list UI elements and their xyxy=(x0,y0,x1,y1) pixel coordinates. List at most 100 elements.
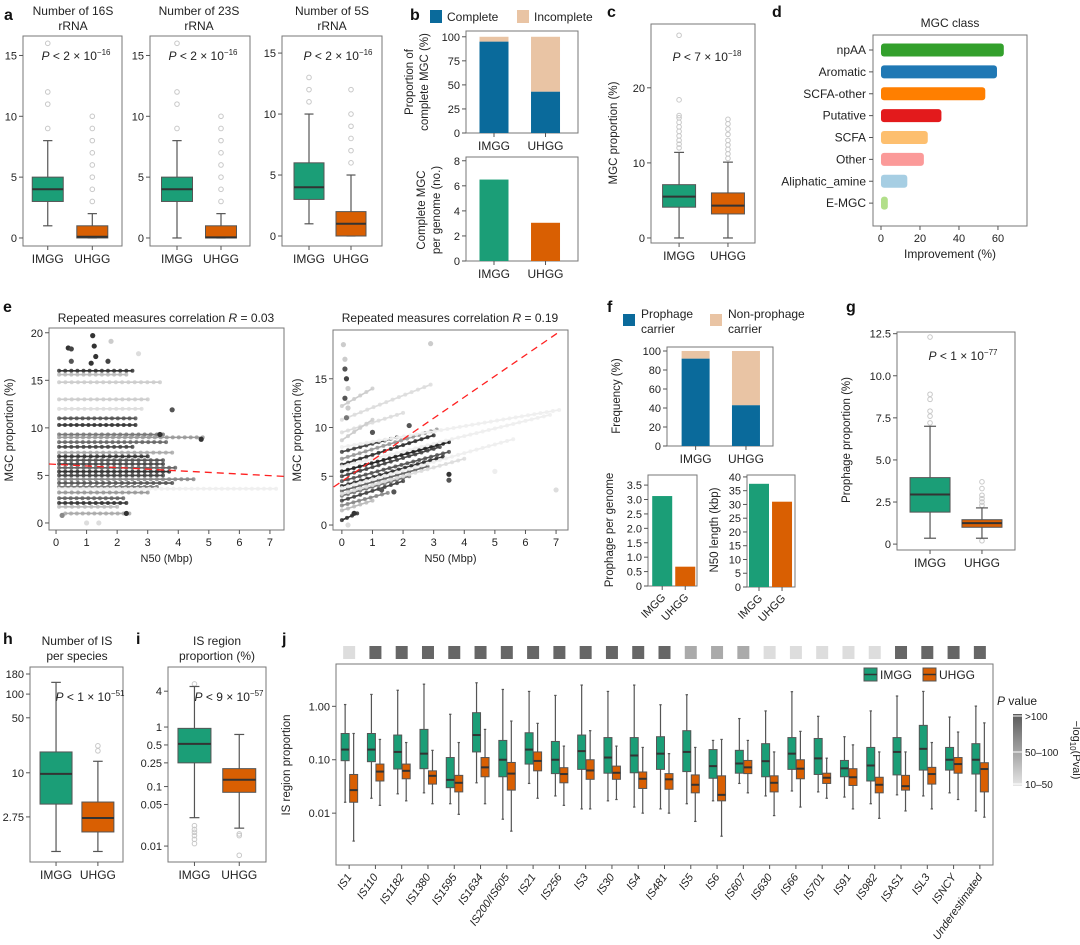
data-point xyxy=(81,500,86,505)
data-point xyxy=(387,456,392,461)
p-value-annotation: P < 2 × 10−16 xyxy=(42,48,112,63)
axis-title-text: −log xyxy=(1070,721,1080,742)
y-axis-label: per genome (no.) xyxy=(431,166,443,254)
trend-line xyxy=(48,463,285,478)
data-point xyxy=(376,418,381,423)
outlier-point xyxy=(218,162,224,168)
data-point xyxy=(121,423,126,428)
data-point xyxy=(57,486,62,491)
outlier-point xyxy=(218,198,224,205)
data-point xyxy=(139,406,144,411)
p-value-square xyxy=(684,646,697,659)
data-point xyxy=(63,372,68,377)
data-point xyxy=(90,333,96,339)
data-point xyxy=(126,481,131,486)
data-point xyxy=(118,458,123,463)
outlier-point xyxy=(725,151,731,157)
data-point xyxy=(136,458,141,463)
data-point xyxy=(415,462,420,467)
y-tick-label: 10 xyxy=(132,111,144,123)
data-point xyxy=(339,518,344,523)
data-point xyxy=(130,473,135,478)
data-point xyxy=(456,452,461,457)
data-point xyxy=(389,436,394,441)
data-point xyxy=(342,366,348,372)
title-variable: R xyxy=(513,311,522,325)
chart-title: Number of 23S xyxy=(159,4,240,18)
legend-swatch xyxy=(623,314,635,326)
data-point xyxy=(59,512,65,518)
p-value-text: < 9 × 10 xyxy=(203,690,251,704)
data-point xyxy=(160,469,165,474)
data-point xyxy=(443,461,448,466)
y-tick-label: 10 xyxy=(5,111,17,123)
data-point xyxy=(82,490,87,495)
box-imgg xyxy=(629,684,639,808)
data-point xyxy=(526,413,531,418)
data-point xyxy=(69,406,74,411)
data-point xyxy=(148,473,153,478)
data-point xyxy=(379,487,385,493)
data-point xyxy=(462,456,467,461)
y-axis-label: MGC proportion (%) xyxy=(608,81,620,184)
data-point xyxy=(382,416,387,421)
plot-frame xyxy=(167,666,267,863)
data-point xyxy=(486,428,491,433)
data-point xyxy=(88,380,93,385)
p-value-square xyxy=(789,646,802,659)
x-tick-label: IS630 xyxy=(749,871,776,902)
box-uhgg xyxy=(559,745,569,806)
data-point xyxy=(274,486,279,491)
legend-label: Prophage xyxy=(641,307,693,321)
outlier-point xyxy=(191,826,198,833)
data-point xyxy=(63,486,68,491)
box-uhgg xyxy=(822,757,832,799)
outlier-point xyxy=(725,137,731,144)
data-point xyxy=(394,470,399,475)
y-tick-label: 180 xyxy=(6,669,24,681)
y-tick-label: 5 xyxy=(321,471,327,483)
data-point xyxy=(431,433,436,438)
data-point xyxy=(69,368,74,373)
data-point xyxy=(139,490,144,495)
data-point xyxy=(431,465,436,470)
data-point xyxy=(126,397,131,402)
y-tick-label: 0 xyxy=(454,256,460,268)
box-imgg xyxy=(419,683,429,794)
data-point xyxy=(352,482,357,487)
outlier-point xyxy=(174,89,180,95)
bar-segment-non-prophage-carrier xyxy=(731,350,760,406)
chart-title: per species xyxy=(46,649,107,663)
outlier-point xyxy=(89,186,96,193)
y-tick-label: 20 xyxy=(729,527,741,539)
data-point xyxy=(112,368,117,373)
data-point xyxy=(419,444,424,449)
data-point xyxy=(262,486,267,491)
data-point xyxy=(142,473,147,478)
data-point xyxy=(147,486,152,491)
bar-uhgg xyxy=(675,566,696,586)
data-point xyxy=(145,397,150,402)
y-axis-label: Complete MGC xyxy=(416,170,428,249)
colorbar-label: 50–100 xyxy=(1025,748,1059,759)
data-point xyxy=(86,416,91,421)
y-tick-label: 6 xyxy=(454,181,460,193)
outlier-point xyxy=(979,492,985,499)
x-tick-label: UHGG xyxy=(528,139,564,153)
data-point xyxy=(474,447,479,452)
data-point xyxy=(88,490,93,495)
legend-swatch xyxy=(430,10,442,23)
data-point xyxy=(189,486,194,491)
box-uhgg xyxy=(205,213,237,239)
data-point xyxy=(68,440,73,445)
data-point xyxy=(437,458,442,463)
p-symbol: P xyxy=(673,50,681,64)
legend: IMGG UHGG xyxy=(863,667,975,682)
p-value-text: < 2 × 10 xyxy=(50,49,98,63)
data-point xyxy=(405,461,410,466)
x-tick-label: 6 xyxy=(522,537,528,549)
p-value-annotation: P < 7 × 10−18 xyxy=(673,49,743,64)
data-point xyxy=(124,473,129,478)
data-point xyxy=(165,486,170,491)
data-point xyxy=(57,397,62,402)
